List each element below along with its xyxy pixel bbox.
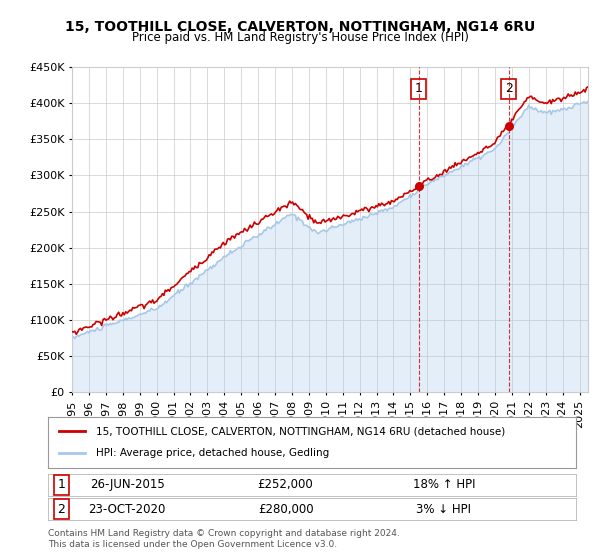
Text: 2: 2	[505, 82, 512, 95]
Text: 15, TOOTHILL CLOSE, CALVERTON, NOTTINGHAM, NG14 6RU: 15, TOOTHILL CLOSE, CALVERTON, NOTTINGHA…	[65, 20, 535, 34]
Point	[414, 181, 424, 190]
Text: £252,000: £252,000	[258, 478, 313, 492]
Text: 23-OCT-2020: 23-OCT-2020	[89, 502, 166, 516]
Text: 15, TOOTHILL CLOSE, CALVERTON, NOTTINGHAM, NG14 6RU (detached house): 15, TOOTHILL CLOSE, CALVERTON, NOTTINGHA…	[95, 426, 505, 436]
Text: 18% ↑ HPI: 18% ↑ HPI	[413, 478, 475, 492]
Text: HPI: Average price, detached house, Gedling: HPI: Average price, detached house, Gedl…	[95, 449, 329, 459]
Text: 2: 2	[57, 502, 65, 516]
Text: Price paid vs. HM Land Registry's House Price Index (HPI): Price paid vs. HM Land Registry's House …	[131, 31, 469, 44]
Point	[504, 121, 514, 130]
Text: 3% ↓ HPI: 3% ↓ HPI	[416, 502, 472, 516]
Text: 1: 1	[415, 82, 422, 95]
Text: 1: 1	[57, 478, 65, 492]
Text: 26-JUN-2015: 26-JUN-2015	[90, 478, 164, 492]
Text: Contains HM Land Registry data © Crown copyright and database right 2024.
This d: Contains HM Land Registry data © Crown c…	[48, 529, 400, 549]
Text: £280,000: £280,000	[258, 502, 313, 516]
